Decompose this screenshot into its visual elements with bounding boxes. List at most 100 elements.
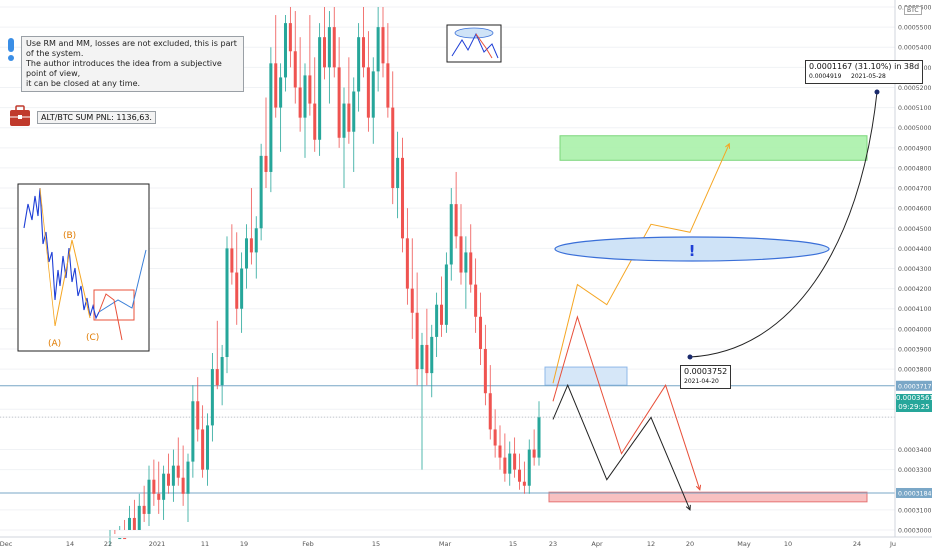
- x-tick-label: 11: [201, 540, 209, 548]
- candle-body: [205, 425, 210, 470]
- candle-body: [201, 429, 205, 470]
- candle-body: [308, 75, 312, 104]
- level-tag: [896, 487, 932, 498]
- x-tick-label: 20: [686, 540, 694, 548]
- candle-body: [123, 538, 127, 540]
- candle-body: [274, 63, 278, 108]
- y-tick-label: 0.0003800: [898, 367, 932, 374]
- candles-layer: [109, 7, 541, 547]
- x-tick-label: Dec: [0, 540, 13, 548]
- candle-body: [196, 401, 200, 430]
- candle-body: [376, 27, 380, 72]
- countdown-value: 09:29:25: [898, 403, 930, 411]
- candle-body: [449, 204, 453, 265]
- candle-body: [405, 238, 409, 289]
- entry-price: 0.0003752: [684, 367, 728, 376]
- candle-body: [152, 479, 156, 494]
- inset-label-a: (A): [48, 339, 61, 349]
- y-tick-label: 0.0004600: [898, 206, 932, 213]
- symbol-badge: BTC: [904, 6, 922, 15]
- candle-body: [347, 103, 351, 132]
- y-tick-label: 0.0005400: [898, 45, 932, 52]
- candle-body: [298, 87, 302, 118]
- candle-body: [435, 304, 439, 337]
- y-tick-label: 0.0003000: [898, 528, 932, 535]
- orange-path[interactable]: [552, 143, 730, 384]
- candle-body: [157, 493, 161, 500]
- candle-body: [176, 465, 180, 478]
- candle-body: [420, 344, 424, 370]
- candle-body: [215, 369, 219, 386]
- candle-body: [522, 481, 526, 486]
- candle-body: [186, 461, 190, 494]
- target-measure-sub: 0.0004919 2021-05-28: [809, 72, 919, 82]
- candle-body: [415, 312, 419, 370]
- candle-body: [527, 449, 531, 486]
- x-tick-layer: Dec 14 22 2021 11 19 Feb 15 Mar 15 23 Apr 12 20 May 10 2…: [0, 540, 896, 548]
- y-tick-label: 0.0004300: [898, 266, 932, 273]
- candle-body: [279, 77, 283, 108]
- target-price: 0.0004919: [809, 73, 842, 80]
- x-tick-label: 22: [104, 540, 112, 548]
- target-date: 2021-05-28: [851, 73, 886, 80]
- black-path[interactable]: [552, 383, 691, 511]
- black-path-arrowhead: [685, 504, 691, 511]
- candle-body: [454, 204, 458, 237]
- target-zone[interactable]: [559, 135, 868, 161]
- x-tick-label: 15: [509, 540, 517, 548]
- y-axis-panel[interactable]: [895, 0, 932, 550]
- candle-body: [342, 103, 346, 138]
- x-tick-label: 23: [549, 540, 557, 548]
- stop-zone[interactable]: [548, 491, 868, 503]
- candle-body: [303, 75, 307, 118]
- candle-body: [288, 23, 292, 52]
- y-tick-label: 0.0004500: [898, 226, 932, 233]
- candle-body: [332, 27, 336, 68]
- candle-body: [269, 63, 273, 172]
- candle-body: [396, 157, 400, 189]
- y-tick-label: 0.0003184: [898, 490, 932, 497]
- y-tick-label: 0.0004400: [898, 246, 932, 253]
- candle-body: [488, 393, 492, 430]
- candle-body: [142, 505, 146, 514]
- candle-body: [386, 63, 390, 108]
- x-tick-label: Feb: [302, 540, 314, 548]
- candle-body: [293, 51, 297, 88]
- pnl-label: ALT/BTC SUM PNL: 1136,63.: [37, 111, 156, 124]
- candle-body: [327, 27, 331, 68]
- candle-body: [459, 236, 463, 273]
- orange-path-arrowhead: [725, 142, 731, 149]
- candle-body: [127, 517, 132, 530]
- candle-body: [220, 357, 224, 386]
- candle-body: [371, 71, 375, 118]
- candle-body: [254, 228, 258, 253]
- y-tick-label: 0.0003400: [898, 447, 932, 454]
- candle-body: [337, 67, 341, 138]
- entry-zone[interactable]: [544, 366, 628, 386]
- candle-body: [444, 264, 448, 325]
- zones-layer: [544, 135, 868, 503]
- x-tick-label: 2021: [149, 540, 166, 548]
- disclaimer-note: Use RM and MM, losses are not excluded, …: [21, 36, 244, 92]
- y-tick-label: 0.0003300: [898, 467, 932, 474]
- target-measure-label: 0.0001167 (31.10%) in 38d 0.0004919 2021…: [805, 60, 924, 84]
- measure-arc: [689, 91, 878, 358]
- measure-end-dot: [874, 89, 880, 95]
- y-tick-label: 0.0004200: [898, 286, 932, 293]
- candle-body: [439, 304, 444, 325]
- y-tick-label: 0.0004100: [898, 306, 932, 313]
- measure-start-dot: [687, 354, 693, 360]
- x-tick-label: May: [737, 540, 751, 548]
- red-path[interactable]: [552, 315, 701, 490]
- candle-body: [361, 37, 366, 68]
- candle-body: [352, 91, 356, 132]
- x-tick-label: 19: [240, 540, 248, 548]
- entry-measure-label: 0.0003752 2021-04-20: [680, 365, 732, 389]
- candle-body: [322, 37, 327, 68]
- candle-body: [493, 429, 497, 446]
- level-tag: [896, 380, 932, 391]
- candle-body: [264, 155, 268, 172]
- y-tick-label: 0.0005200: [898, 85, 932, 92]
- y-tick-label: 0.0004900: [898, 145, 932, 152]
